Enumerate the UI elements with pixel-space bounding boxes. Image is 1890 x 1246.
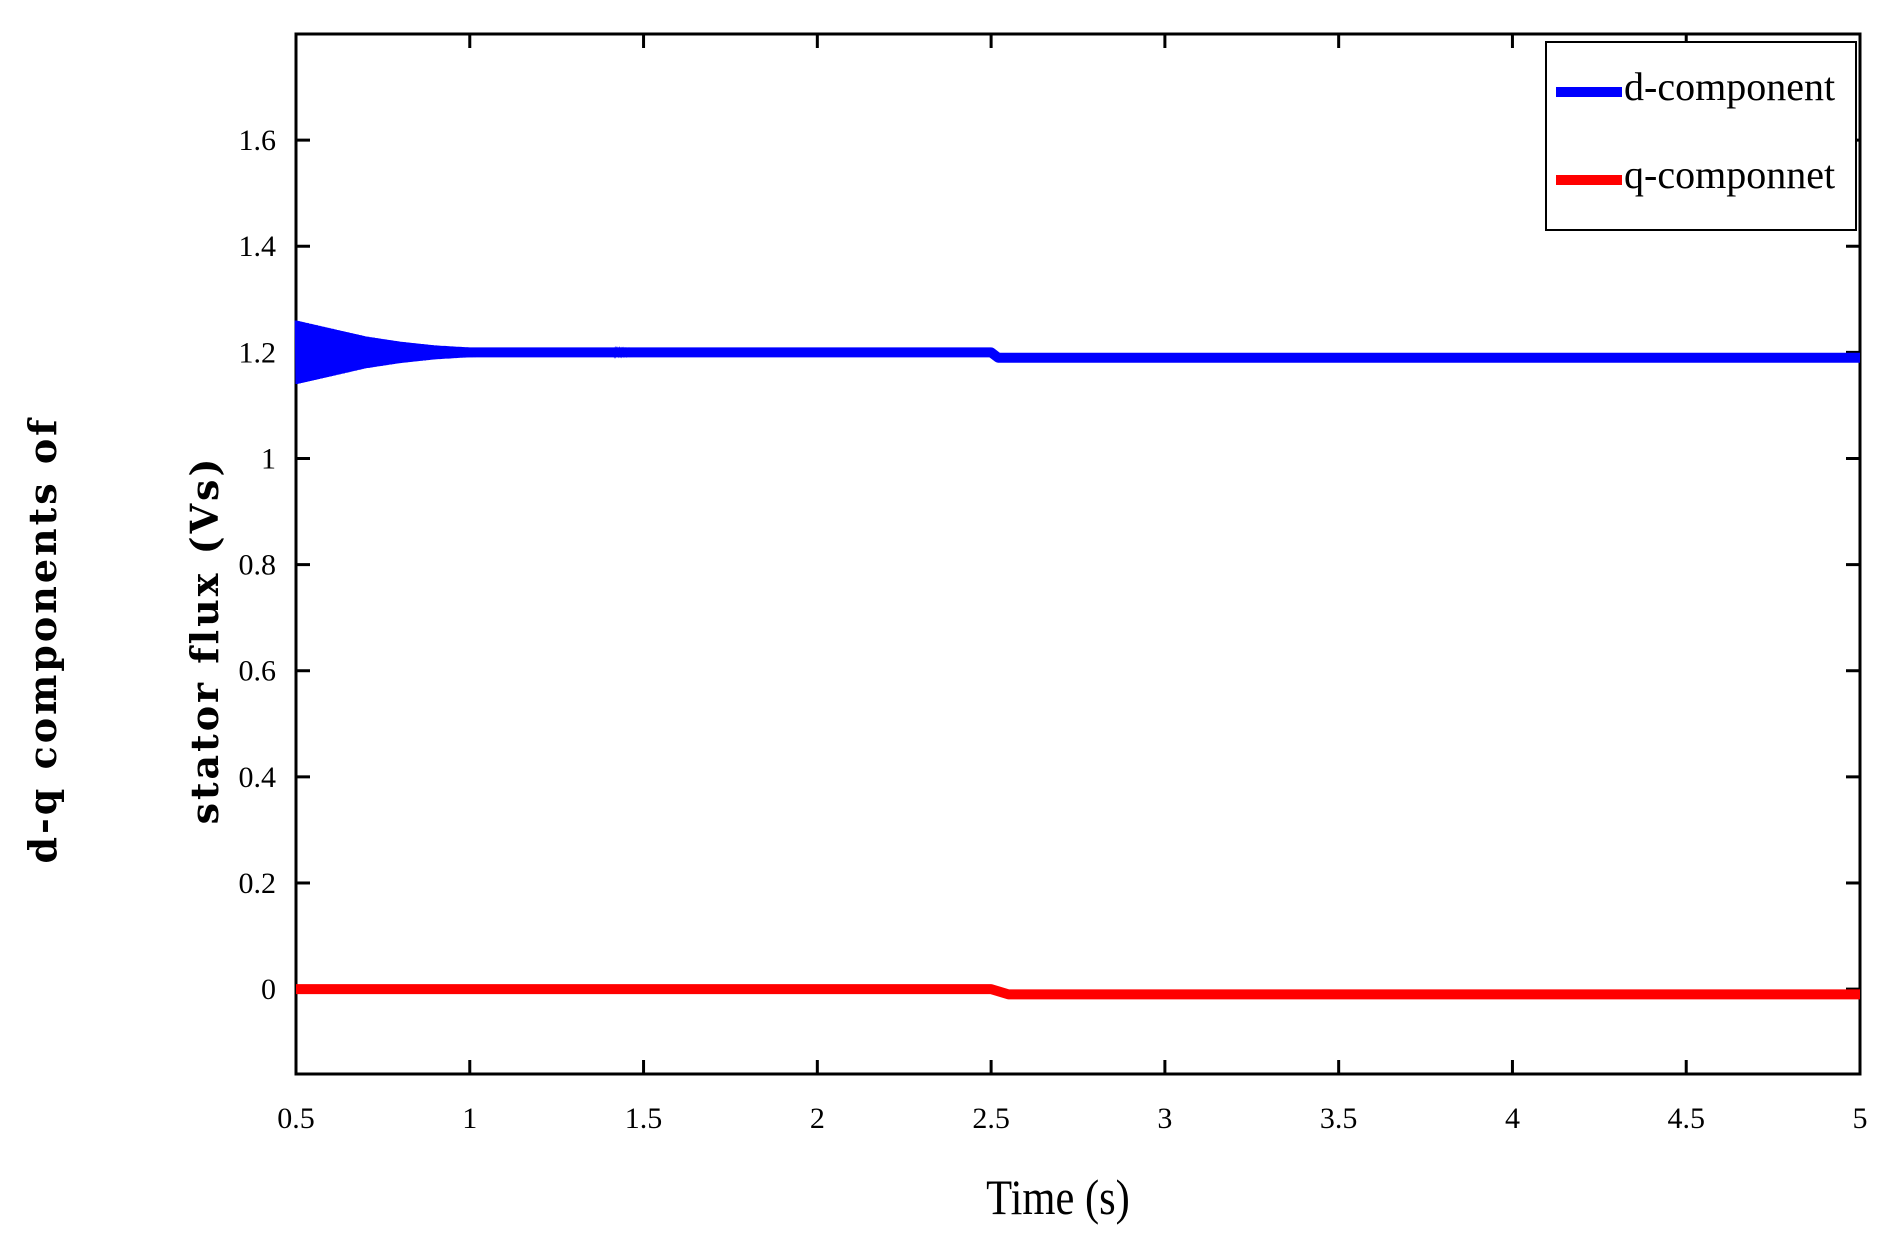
x-axis-label: Time (s) [986,1171,1130,1226]
y-tick-label: 1 [261,442,276,475]
y-axis-label-line-1: d-q components of [20,416,65,863]
x-tick-label: 1 [462,1102,477,1135]
y-tick-label: 0 [261,973,276,1006]
y-tick-label: 0.2 [239,867,277,900]
x-tick-label: 0.5 [277,1102,315,1135]
series-group [294,320,1860,1000]
x-tick-label: 3.5 [1320,1102,1358,1135]
x-tick-label: 5 [1853,1102,1868,1135]
legend: d-component q-componnet [1545,41,1857,231]
y-tick-label: 1.4 [239,230,277,263]
y-axis-label-line-2: stator flux (Vs) [182,456,227,825]
y-tick-label: 0.8 [239,549,277,582]
series-oscillation-d [294,320,679,385]
x-tick-label: 4 [1505,1102,1520,1135]
x-tick-label: 1.5 [625,1102,663,1135]
legend-box [1545,41,1857,231]
x-tick-labels: 0.5 1 1.5 2 2.5 3 3.5 4 4.5 5 [277,1102,1867,1135]
y-tick-label: 1.2 [239,336,277,369]
x-tick-label: 2.5 [972,1102,1010,1135]
x-tick-label: 2 [810,1102,825,1135]
y-tick-label: 0.6 [239,655,277,688]
legend-label-q: q-componnet [1624,152,1835,197]
y-tick-label: 1.6 [239,124,277,157]
legend-label-d: d-component [1624,64,1835,109]
series-line-q [296,984,1860,1000]
x-tick-label: 3 [1157,1102,1172,1135]
x-tick-label: 4.5 [1667,1102,1705,1135]
y-tick-labels: 0 0.2 0.4 0.6 0.8 1 1.2 1.4 1.6 [239,124,277,1006]
y-tick-label: 0.4 [239,761,277,794]
